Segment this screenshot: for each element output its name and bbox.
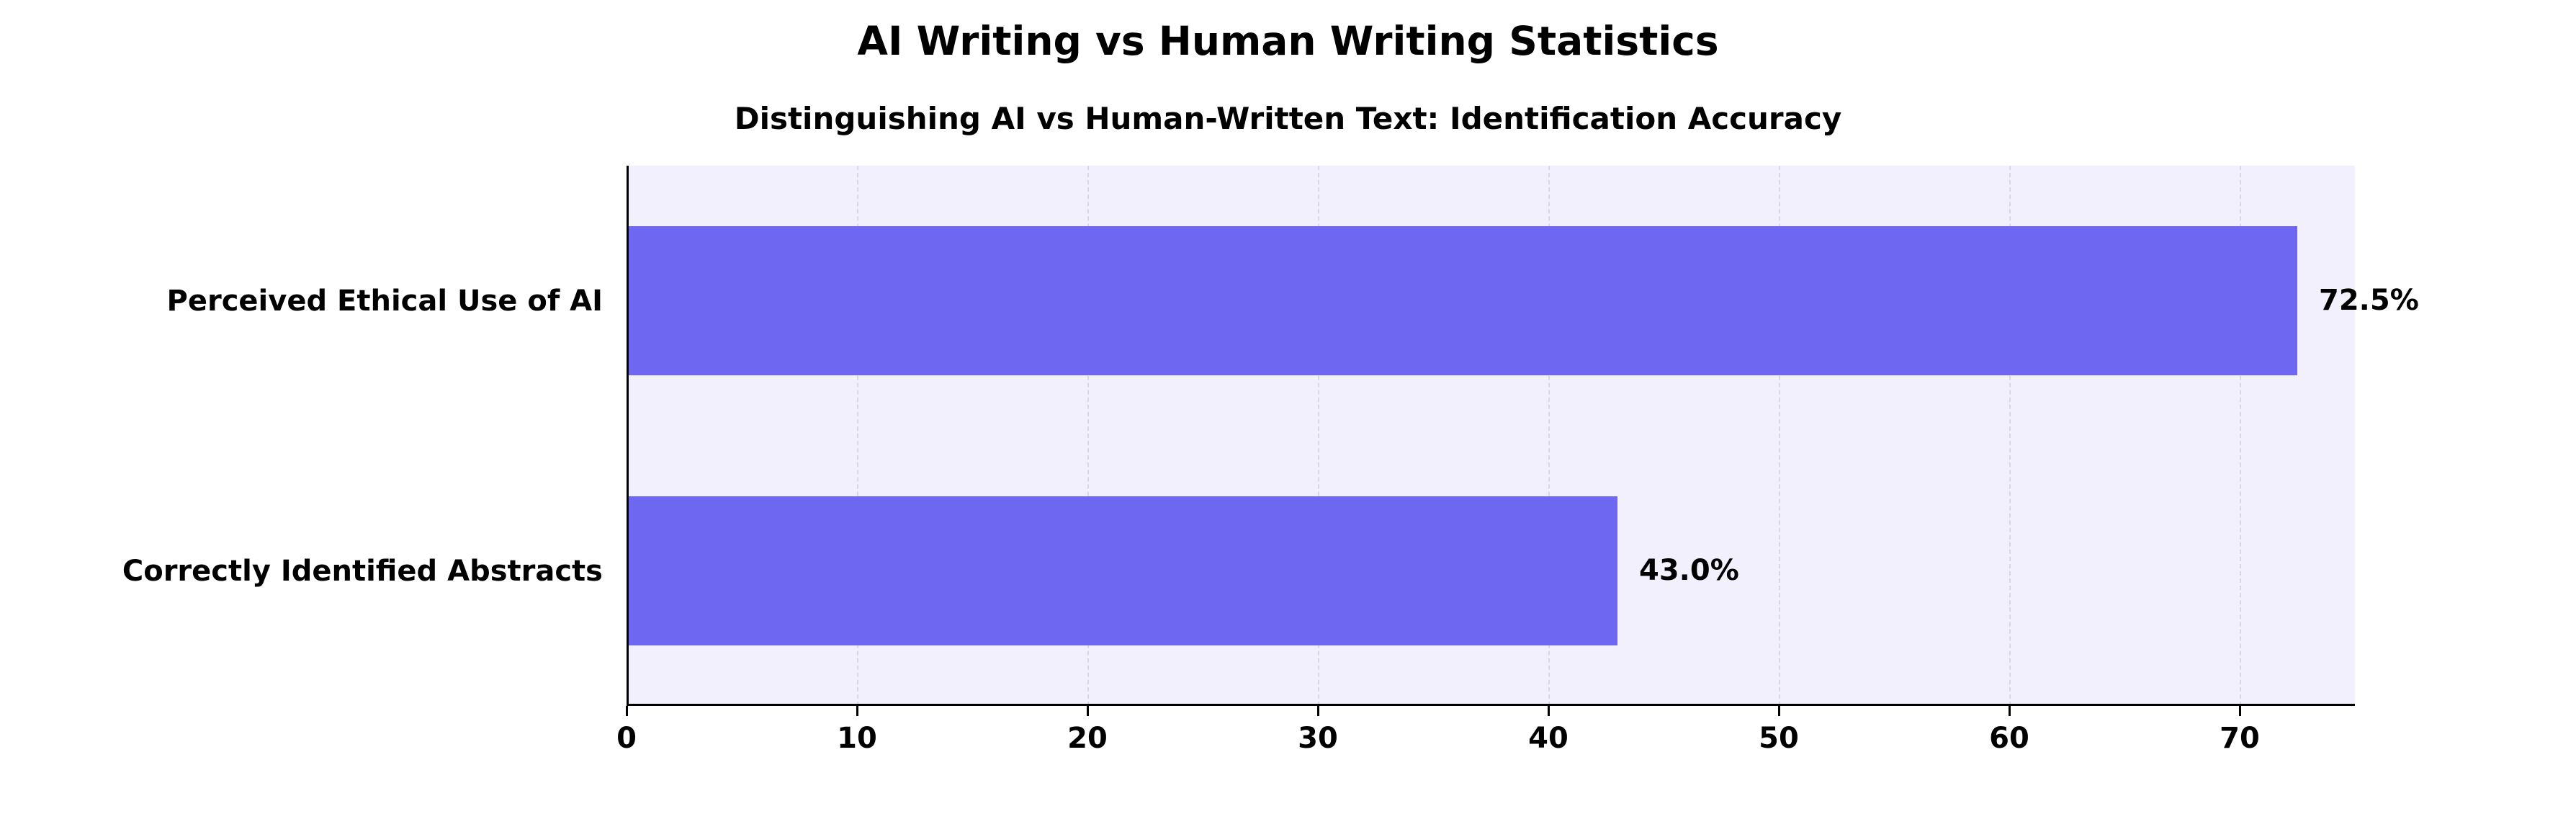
figure-suptitle: AI Writing vs Human Writing Statistics — [0, 18, 2576, 64]
xtick-label: 40 — [1528, 722, 1569, 755]
xtick-mark — [626, 706, 628, 716]
xtick-mark — [1548, 706, 1550, 716]
xtick-label: 50 — [1759, 722, 1799, 755]
xtick-mark — [856, 706, 858, 716]
xtick-mark — [1087, 706, 1089, 716]
xtick-mark — [1317, 706, 1319, 716]
ytick-label: Perceived Ethical Use of AI — [12, 285, 603, 318]
bar-value-label: 43.0% — [1639, 554, 1739, 587]
plot-area: 72.5% 43.0% — [627, 166, 2355, 706]
xtick-label: 60 — [1989, 722, 2029, 755]
figure-subtitle: Distinguishing AI vs Human-Written Text:… — [0, 101, 2576, 136]
xtick-label: 10 — [837, 722, 877, 755]
bar-value-label: 72.5% — [2319, 284, 2419, 317]
xtick-mark — [2239, 706, 2241, 716]
ytick-label: Correctly Identified Abstracts — [12, 555, 603, 588]
xtick-label: 0 — [616, 722, 637, 755]
xtick-mark — [1778, 706, 1780, 716]
axis-spine-bottom — [627, 704, 2355, 706]
xtick-label: 30 — [1298, 722, 1338, 755]
bar — [627, 226, 2297, 375]
xtick-label: 70 — [2220, 722, 2260, 755]
axis-spine-left — [627, 166, 629, 706]
xtick-mark — [2009, 706, 2011, 716]
bar — [627, 496, 1617, 645]
figure: AI Writing vs Human Writing Statistics D… — [0, 0, 2576, 832]
xtick-label: 20 — [1067, 722, 1108, 755]
